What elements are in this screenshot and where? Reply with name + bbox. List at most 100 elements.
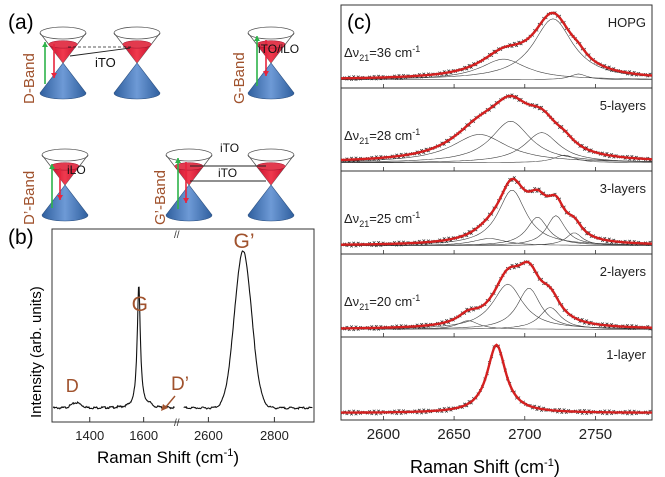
upper-cone-fill (50, 166, 80, 185)
dirac-cone-gprime-left (165, 148, 213, 222)
dprime-pointer (164, 395, 176, 409)
upper-cone-rim (247, 148, 295, 162)
delta-nu-label: Δν21=28 cm-1 (344, 127, 420, 146)
subpanel-1-layer: 1-layer (340, 336, 653, 421)
delta-nu-label: Δν21=36 cm-1 (344, 44, 420, 63)
fit-component (341, 154, 652, 163)
panel-b-frame (51, 228, 315, 423)
peak-label-g: G (132, 293, 148, 316)
excitation-arrow-g-head (254, 36, 260, 41)
data-markers (340, 344, 652, 416)
fit-component (341, 132, 653, 163)
fermi-surface (122, 40, 152, 49)
process-label-d: iTO (95, 55, 116, 70)
upper-cone-rim (113, 26, 161, 40)
tick-label: 2700 (508, 426, 541, 443)
dirac-cone-d-right (113, 26, 161, 100)
fermi-surface (48, 40, 78, 49)
dprime-pointer-head (161, 404, 168, 411)
delta-nu-label: Δν21=20 cm-1 (344, 293, 420, 312)
lower-cone (165, 184, 213, 222)
spectrum-line-high (183, 250, 313, 410)
subpanel-3-layers: 3-layers Δν21=25 cm-1 (340, 170, 653, 255)
relaxation-arrow-g-head (263, 71, 269, 76)
subpanel-2-layers: 2-layers Δν21=20 cm-1 (340, 253, 653, 338)
band-label-d: D-Band (21, 53, 38, 104)
relaxation-arrow-gprime-head (183, 198, 189, 203)
subpanel-name: 5-layers (600, 98, 647, 113)
process-label-dprime: iLO (67, 163, 86, 177)
total-fit-line (341, 177, 652, 246)
lower-cone (39, 62, 87, 100)
upper-cone-rim (165, 148, 213, 162)
excitation-arrow-dprime-head (49, 164, 55, 169)
delta-nu-label: Δν21=25 cm-1 (344, 210, 420, 229)
peak-label-gprime: G’ (234, 230, 255, 253)
tick-label: 2800 (260, 428, 289, 443)
upper-cone-fill (256, 166, 286, 185)
subpanel-5-layers: 5-layers Δν21=28 cm-1 (340, 87, 653, 172)
panel-a-diagram: D-Band G-Band D’-Band G’-Band iTO iTO/iLO iLO i… (21, 26, 299, 225)
total-fit-line (340, 94, 653, 162)
total-fit-line (341, 343, 652, 414)
excitation-arrow-gprime-head (175, 158, 181, 163)
fit-component (341, 73, 652, 80)
lower-cone (247, 184, 295, 222)
band-label-gprime: G’-Band (152, 170, 169, 225)
band-label-dprime: D’-Band (21, 171, 38, 225)
panel-c-xlabel: Raman Shift (cm-1) (410, 457, 560, 477)
axis-break-top: // (174, 230, 180, 241)
subpanel-name: 3-layers (600, 181, 647, 196)
relaxation-arrow-dprime-head (57, 195, 63, 200)
lower-cone (113, 62, 161, 100)
subpanel-name: 2-layers (600, 264, 647, 279)
subpanel-frame (340, 336, 653, 421)
panel-c-label: (c) (347, 11, 372, 34)
panel-b-label: (b) (8, 226, 34, 249)
lower-cone (41, 184, 89, 222)
total-fit-line (341, 11, 653, 80)
axis-break-bottom: // (174, 418, 180, 429)
process-label-gprime-top: iTO (220, 141, 239, 155)
upper-cone-rim (39, 26, 87, 40)
panel-b-ylabel: Intensity (arb. units) (28, 286, 45, 418)
dirac-cone-dprime (41, 148, 89, 222)
tick-label: 2650 (437, 426, 470, 443)
upper-cone-fill (174, 166, 204, 185)
peak-label-dprime: D’ (171, 374, 189, 395)
phonon-line-d (69, 47, 131, 57)
lower-cone (247, 62, 295, 100)
upper-cone-fill (48, 44, 78, 63)
tick-label: 2750 (579, 426, 612, 443)
tick-label: 1600 (129, 428, 158, 443)
panel-b-xlabel: Raman Shift (cm-1) (97, 447, 239, 467)
panel-b-plot: // // 1400 1600 2600 2800 D G D’ G’ (52, 230, 313, 443)
tick-label: 2600 (367, 426, 400, 443)
panel-a-label: (a) (8, 11, 34, 34)
band-label-g: G-Band (231, 52, 248, 104)
dirac-cone-d-left (39, 26, 87, 100)
panel-c-plots: HOPG Δν21=36 cm-1 5-layers Δν21=28 cm-1 3-la… (340, 4, 653, 443)
dirac-cone-gprime-right (247, 148, 295, 222)
fit-component (341, 120, 653, 163)
subpanel-name: 1-layer (606, 347, 646, 362)
total-fit-line (341, 260, 652, 330)
dirac-cone-g (247, 26, 295, 100)
relaxation-arrow-d-head (51, 73, 57, 78)
spectrum-line-low (52, 286, 175, 410)
subpanel-name: HOPG (608, 15, 646, 30)
fit-component (341, 307, 652, 330)
excitation-arrow-d-head (42, 42, 48, 47)
upper-cone-fill (256, 44, 286, 63)
tick-label: 1400 (75, 428, 104, 443)
upper-cone-rim (247, 26, 295, 40)
peak-label-d: D (66, 376, 79, 396)
process-label-g: iTO/iLO (258, 42, 299, 56)
tick-label: 2600 (194, 428, 223, 443)
fit-component (341, 134, 652, 162)
subpanel-hopg: HOPG Δν21=36 cm-1 (340, 4, 653, 89)
upper-cone-rim (41, 148, 89, 162)
upper-cone-fill (122, 44, 152, 63)
process-label-gprime-bottom: iTO (218, 166, 237, 180)
